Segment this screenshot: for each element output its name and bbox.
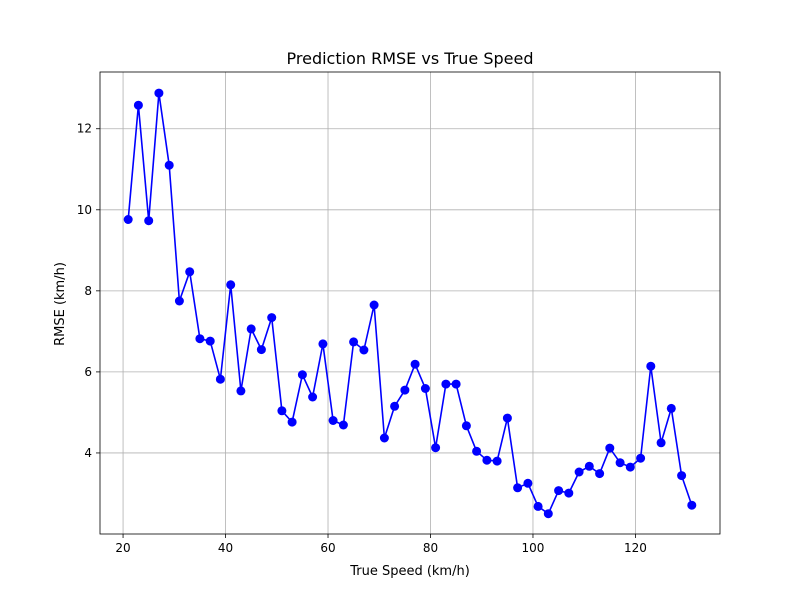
x-tick-label: 20: [115, 541, 130, 555]
data-point: [400, 385, 410, 395]
grid: [100, 72, 720, 534]
data-point: [502, 413, 512, 423]
axes: 20 40 60 80 100 120 4 6 8 10 12: [77, 71, 721, 555]
data-point: [369, 300, 379, 310]
data-point: [144, 216, 154, 226]
data-point: [543, 509, 553, 519]
data-point: [195, 334, 205, 344]
y-tick-label: 4: [84, 446, 92, 460]
data-point: [359, 345, 369, 355]
data-point: [636, 453, 646, 463]
x-tick-label: 100: [522, 541, 545, 555]
data-point: [215, 374, 225, 384]
data-point: [584, 461, 594, 471]
x-tick-label: 60: [320, 541, 335, 555]
data-point: [133, 100, 143, 110]
data-point: [472, 446, 482, 456]
data-point: [236, 386, 246, 396]
data-point: [390, 401, 400, 411]
y-tick-label: 6: [84, 365, 92, 379]
y-tick-label: 12: [77, 122, 92, 136]
data-point: [451, 379, 461, 389]
data-point: [625, 462, 635, 472]
x-axis-label: True Speed (km/h): [349, 564, 470, 579]
data-point: [277, 406, 287, 416]
data-point: [267, 313, 277, 323]
data-point: [338, 420, 348, 430]
data-point: [687, 500, 697, 510]
data-point: [523, 478, 533, 488]
data-point: [205, 336, 215, 346]
x-tick-label: 40: [218, 541, 233, 555]
data-point: [154, 88, 164, 98]
data-point: [646, 361, 656, 371]
plot-frame: [99, 71, 721, 535]
data-point: [574, 467, 584, 477]
data-point: [554, 486, 564, 496]
data-point: [492, 456, 502, 466]
chart-title: Prediction RMSE vs True Speed: [287, 49, 534, 68]
data-point: [308, 392, 318, 402]
data-point: [461, 421, 471, 431]
data-point: [174, 296, 184, 306]
data-point: [677, 471, 687, 481]
data-point: [615, 458, 625, 468]
data-point: [666, 403, 676, 413]
y-tick-label: 10: [77, 203, 92, 217]
data-point: [379, 433, 389, 443]
data-point: [420, 384, 430, 393]
data-point: [656, 438, 666, 448]
data-point: [441, 379, 451, 389]
data-point: [349, 337, 359, 347]
data-point: [185, 267, 195, 277]
data-point: [318, 339, 328, 349]
x-tick-label: 120: [624, 541, 647, 555]
data-point: [164, 160, 174, 170]
y-axis-label: RMSE (km/h): [53, 262, 68, 346]
data-point: [246, 324, 256, 334]
y-tick-label: 8: [84, 284, 92, 298]
data-point: [564, 488, 574, 498]
data-point: [226, 280, 236, 290]
data-point: [297, 370, 307, 380]
data-point: [605, 443, 615, 453]
data-point: [287, 417, 297, 427]
data-point: [123, 215, 133, 224]
data-point: [328, 416, 338, 425]
data-point: [595, 469, 605, 479]
data-point: [256, 345, 266, 355]
data-point: [482, 455, 492, 465]
data-point: [410, 359, 420, 369]
data-series: [123, 88, 697, 519]
x-tick-label: 80: [423, 541, 438, 555]
data-point: [431, 443, 441, 453]
data-point: [533, 501, 543, 511]
data-point: [513, 483, 523, 493]
